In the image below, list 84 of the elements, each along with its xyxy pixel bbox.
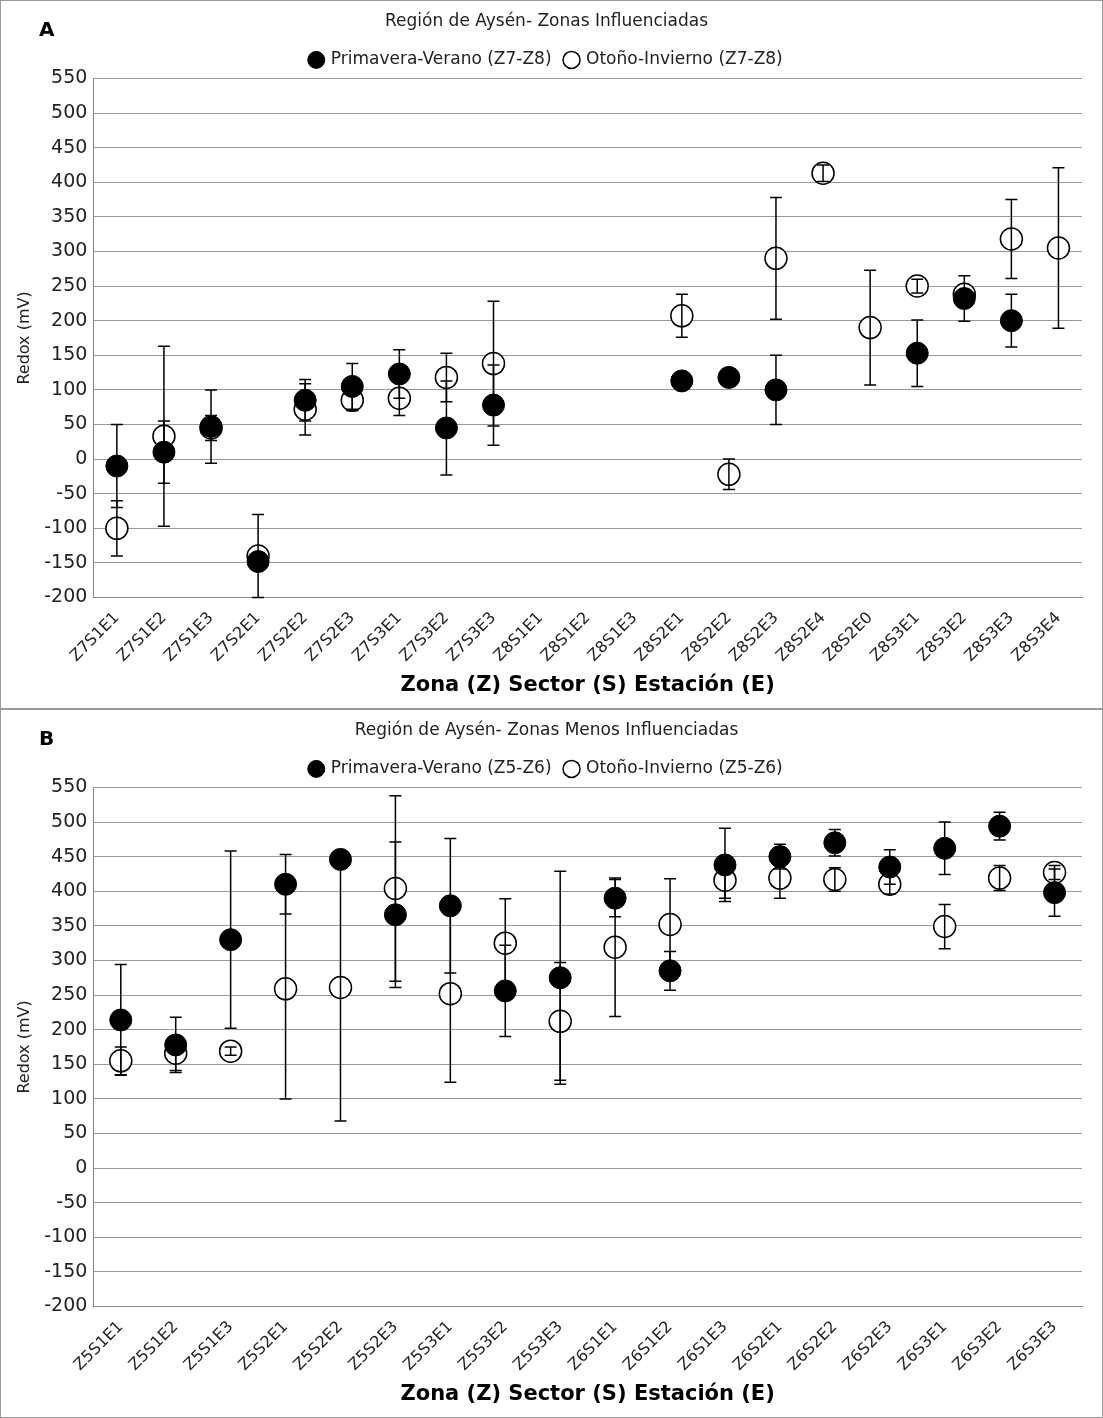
point	[603, 886, 627, 910]
point	[482, 393, 505, 417]
point	[1043, 881, 1067, 905]
point	[999, 309, 1023, 333]
point	[905, 341, 929, 365]
point	[548, 966, 572, 990]
point	[109, 1008, 133, 1032]
x-axis-title: Zona (Z) Sector (S) Estación (E)	[400, 671, 775, 696]
y-tick-label: 500	[51, 808, 88, 831]
point	[952, 287, 976, 311]
y-tick-label: 500	[51, 99, 88, 122]
y-tick-label: 250	[51, 273, 88, 295]
point	[823, 831, 847, 855]
point	[293, 388, 317, 412]
point	[164, 1033, 188, 1057]
point	[340, 374, 364, 398]
point	[152, 440, 176, 464]
x-axis-title: Zona (Z) Sector (S) Estación (E)	[400, 1380, 775, 1405]
y-tick-label: 450	[51, 134, 88, 157]
y-tick-label: 50	[63, 411, 88, 434]
point	[438, 981, 463, 1006]
y-tick-label: 550	[51, 65, 88, 88]
point	[717, 365, 741, 389]
point	[905, 274, 929, 298]
point	[438, 894, 462, 918]
y-tick-label: -100	[44, 1224, 88, 1247]
point	[105, 454, 129, 478]
point	[273, 977, 298, 1001]
y-tick-label: -150	[44, 1258, 88, 1281]
text: A	[39, 17, 55, 41]
point	[246, 550, 270, 574]
y-tick-label: 350	[51, 912, 88, 935]
y-tick-label: -150	[44, 549, 88, 572]
y-tick-label: 100	[51, 376, 88, 399]
y-tick-label: 150	[51, 1051, 88, 1074]
y-tick-label: 0	[75, 446, 88, 469]
point	[988, 814, 1012, 838]
y-tick-label: 200	[51, 307, 88, 330]
text: B	[39, 726, 55, 750]
point	[219, 928, 243, 952]
y-tick-label: 50	[63, 1120, 88, 1143]
y-tick-label: 300	[51, 947, 88, 970]
chart-title: Región de Aysén- Zonas Influenciadas	[385, 9, 709, 30]
point	[1046, 236, 1071, 260]
y-axis-title: Redox (mV)	[13, 291, 33, 385]
legend-label: Otoño-Invierno (Z7-Z8)	[586, 48, 783, 69]
point	[328, 847, 352, 871]
point	[383, 876, 408, 901]
y-tick-label: -100	[44, 515, 88, 538]
point	[1042, 860, 1067, 885]
point	[670, 369, 694, 393]
y-tick-label: 550	[51, 774, 88, 797]
legend-label: Primavera-Verano (Z7-Z8)	[330, 48, 552, 69]
y-tick-label: 100	[51, 1085, 88, 1108]
y-tick-label: 450	[51, 843, 88, 866]
y-tick-label: 150	[51, 342, 88, 365]
legend-label: Primavera-Verano (Z5-Z6)	[330, 757, 552, 778]
point	[328, 975, 353, 1000]
y-tick-label: -50	[56, 1189, 88, 1212]
y-axis-title: Redox (mV)	[13, 1000, 33, 1094]
chart-title: Región de Aysén- Zonas Menos Influenciadas	[354, 718, 739, 739]
y-tick-label: -200	[44, 1293, 88, 1316]
point	[387, 362, 411, 386]
point	[987, 866, 1012, 890]
point	[383, 903, 407, 927]
point	[218, 1039, 243, 1063]
legend-label: Otoño-Invierno (Z5-Z6)	[586, 757, 783, 778]
point	[434, 416, 458, 440]
point	[999, 227, 1024, 251]
y-tick-label: 400	[51, 169, 88, 192]
point	[493, 979, 517, 1003]
y-tick-label: 250	[51, 982, 88, 1004]
y-tick-label: 200	[51, 1016, 88, 1039]
y-tick-label: 350	[51, 203, 88, 226]
point	[811, 161, 835, 185]
y-tick-label: 0	[75, 1155, 88, 1178]
point	[274, 872, 298, 896]
y-tick-label: 400	[51, 878, 88, 901]
point	[764, 378, 788, 402]
y-tick-label: -200	[44, 584, 88, 607]
y-tick-label: 300	[51, 238, 88, 261]
point	[933, 836, 957, 860]
point	[932, 914, 957, 939]
y-tick-label: -50	[56, 480, 88, 503]
